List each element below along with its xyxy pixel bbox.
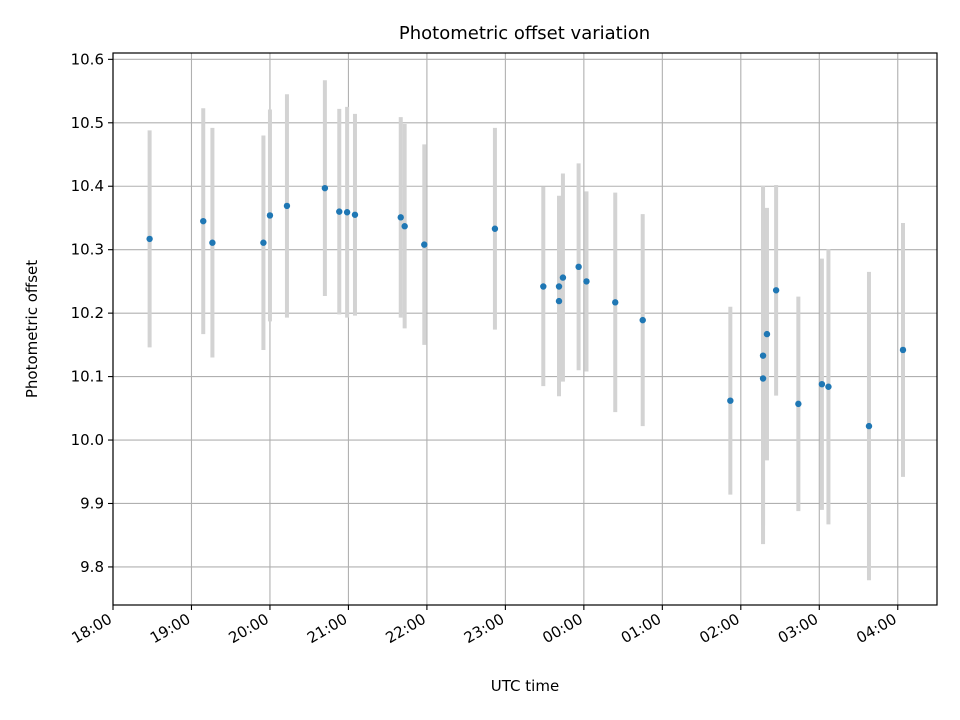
- data-point: [336, 208, 343, 215]
- data-points: [146, 184, 907, 430]
- y-tick-label: 10.2: [71, 304, 104, 322]
- data-point: [865, 422, 873, 430]
- data-point: [321, 184, 329, 192]
- data-point: [575, 263, 582, 271]
- plot-frame: [112, 52, 938, 606]
- y-tick-label: 10.5: [71, 114, 104, 132]
- data-point: [583, 278, 590, 285]
- data-point: [639, 316, 646, 324]
- data-point: [209, 239, 216, 246]
- data-point: [899, 346, 907, 354]
- data-point: [555, 283, 563, 290]
- data-point: [421, 241, 428, 248]
- error-bars: [147, 80, 905, 581]
- data-point: [283, 202, 291, 210]
- data-point: [727, 397, 734, 404]
- data-point: [343, 209, 351, 216]
- data-point: [401, 223, 408, 230]
- data-point: [772, 287, 780, 294]
- y-tick-label: 10.4: [71, 177, 104, 195]
- x-tick-label: 00:00: [539, 610, 585, 647]
- y-ticks: 9.8 9.9 10.0 10.1 10.2 10.3 10.4 10.5 10.6: [71, 50, 113, 576]
- data-point: [146, 235, 153, 243]
- x-tick-label: 21:00: [304, 610, 350, 647]
- data-point: [491, 225, 499, 232]
- data-point: [759, 352, 767, 359]
- data-point: [351, 211, 359, 218]
- y-tick-label: 10.0: [71, 431, 104, 449]
- data-point: [559, 274, 567, 281]
- x-tick-label: 04:00: [853, 610, 899, 647]
- x-ticks: 18:00 19:00 20:00 21:00 22:00 23:00 00:00 01:00…: [69, 605, 900, 647]
- data-point: [397, 214, 404, 221]
- x-tick-label: 18:00: [69, 610, 115, 647]
- y-tick-label: 10.6: [71, 50, 104, 68]
- data-point: [540, 283, 547, 290]
- data-point: [260, 239, 267, 246]
- grid: [112, 53, 937, 605]
- y-tick-label: 9.8: [80, 558, 104, 576]
- data-point: [200, 217, 207, 225]
- data-point: [555, 297, 563, 305]
- x-axis-label: UTC time: [491, 677, 559, 695]
- data-point: [795, 400, 802, 408]
- x-tick-label: 20:00: [226, 610, 272, 647]
- y-tick-label: 10.1: [71, 368, 104, 386]
- x-tick-label: 22:00: [382, 610, 428, 647]
- y-axis-label: Photometric offset: [23, 260, 41, 398]
- x-tick-label: 19:00: [147, 610, 193, 647]
- y-tick-label: 10.3: [71, 241, 104, 259]
- x-tick-label: 03:00: [775, 610, 821, 647]
- y-tick-label: 9.9: [80, 494, 104, 512]
- data-point: [759, 375, 767, 382]
- data-point: [266, 212, 274, 219]
- x-tick-label: 02:00: [696, 610, 742, 647]
- data-point: [825, 383, 832, 390]
- data-point: [818, 381, 826, 388]
- data-point: [612, 299, 619, 306]
- x-tick-label: 01:00: [618, 610, 664, 647]
- data-point: [763, 330, 771, 338]
- x-tick-label: 23:00: [461, 610, 507, 647]
- chart-title: Photometric offset variation: [399, 23, 650, 44]
